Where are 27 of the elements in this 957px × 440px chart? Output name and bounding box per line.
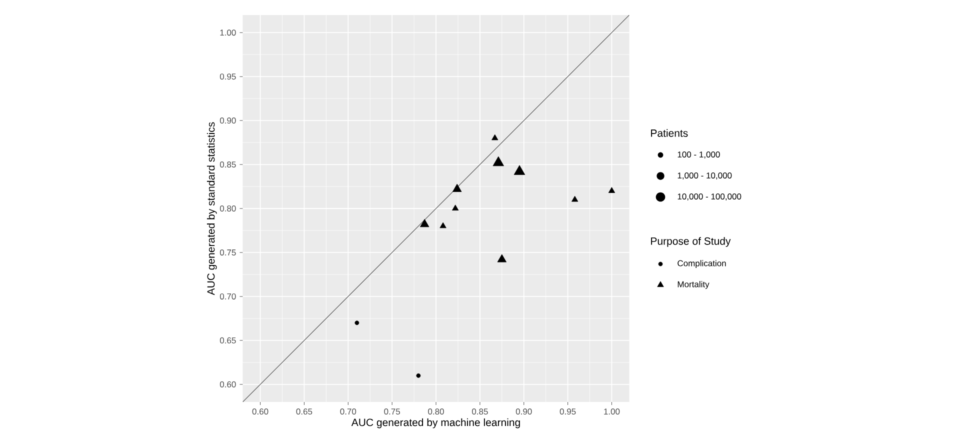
x-tick-label: 0.90 — [516, 408, 532, 415]
x-tick-label: 0.85 — [472, 408, 488, 415]
legend-label: 10,000 - 100,000 — [678, 193, 742, 201]
legend-label: Mortality — [678, 281, 710, 289]
y-tick-label: 0.60 — [220, 381, 236, 388]
text: Purpose of Study — [651, 237, 731, 247]
y-tick-label: 0.70 — [220, 293, 236, 300]
legend-label: 100 - 1,000 — [678, 151, 720, 159]
y-tick-label: 1.00 — [220, 30, 236, 36]
x-tick-label: 0.95 — [560, 408, 576, 415]
x-tick-label: 0.65 — [296, 408, 312, 415]
y-tick-label: 0.65 — [220, 337, 236, 344]
legend-label: Complication — [678, 260, 726, 268]
x-tick-label: 1.00 — [604, 408, 620, 415]
y-tick-label: 0.75 — [220, 249, 236, 256]
legend-label: 1,000 - 10,000 — [678, 172, 732, 180]
x-tick-label: 0.80 — [428, 408, 444, 415]
y-axis-title: AUC generated by standard statistics — [206, 122, 217, 296]
x-tick-label: 0.60 — [252, 408, 268, 415]
y-tick-label: 0.90 — [220, 118, 236, 124]
y-tick-label: 0.80 — [220, 206, 236, 212]
x-tick-label: 0.70 — [340, 408, 356, 415]
x-axis-title: AUC generated by machine learning — [351, 418, 520, 428]
y-tick-label: 0.95 — [220, 74, 236, 80]
text: Patients — [651, 129, 688, 137]
y-tick-label: 0.85 — [220, 162, 236, 168]
x-tick-label: 0.75 — [384, 408, 400, 415]
